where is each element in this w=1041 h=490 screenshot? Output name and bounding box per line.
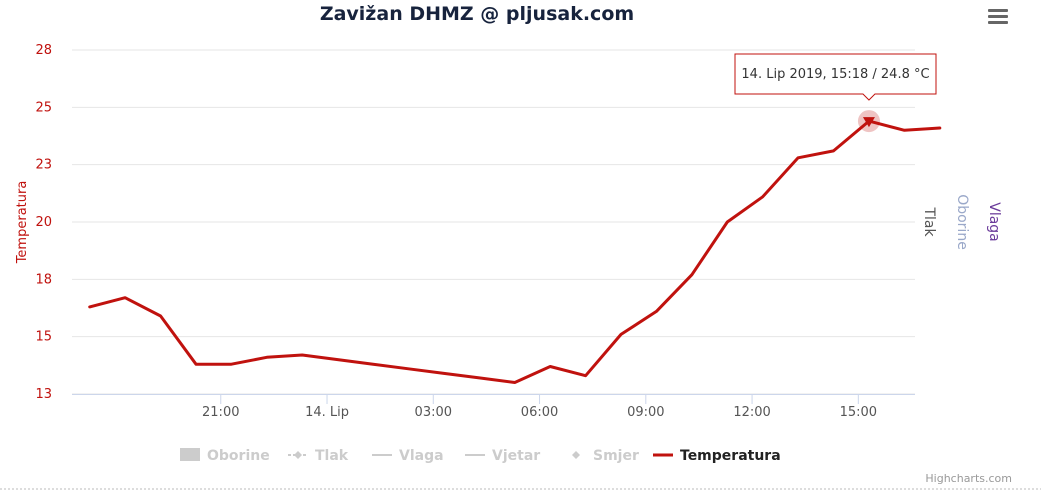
x-tick-label: 15:00 [840,405,877,420]
right-axis-label: Vlaga [986,202,1002,242]
legend-symbol-marker [294,451,302,459]
right-axis-label: Oborine [954,194,970,250]
tooltip-box [734,53,937,101]
legend-label: Smjer [593,448,639,464]
x-tick-label: 03:00 [415,405,452,420]
y-tick-label: 23 [35,158,52,173]
y-tick-label: 20 [35,215,52,230]
legend-label: Oborine [207,448,270,464]
legend-item[interactable]: Temperatura [653,448,781,464]
legend-label: Vjetar [492,448,540,464]
credits-link[interactable]: Highcharts.com [925,472,1012,485]
x-axis: 21:00 14. Lip 03:00 06:00 09:00 12:00 15:00 [72,394,915,420]
legend-item[interactable]: Tlak [288,448,349,464]
y-tick-label: 28 [35,43,52,58]
tooltip: 14. Lip 2019, 15:18 / 24.8 °C [734,53,937,133]
y-axis-ticks: 13 15 18 20 23 25 28 [35,43,52,402]
x-tick-label: 06:00 [521,405,558,420]
series-line-temperatura [88,119,942,384]
legend-label: Vlaga [399,448,444,464]
legend: Oborine Tlak Vlaga Vjetar Smjer Temperatura [180,448,781,464]
y-axis-label: Temperatura [15,181,30,265]
chart-title: Zavižan DHMZ @ pljusak.com [320,3,634,25]
y-tick-label: 15 [35,330,52,345]
series-group [88,119,942,384]
x-tick-label: 09:00 [627,405,664,420]
legend-item[interactable]: Smjer [572,448,639,464]
y-tick-label: 25 [35,100,52,115]
y-tick-label: 18 [35,272,52,287]
legend-item[interactable]: Oborine [180,448,270,464]
legend-symbol [572,451,580,459]
grid-lines [72,49,915,395]
right-axes-labels: Tlak Oborine Vlaga [921,194,1002,250]
legend-label: Tlak [315,448,349,464]
x-tick-label: 12:00 [733,405,770,420]
legend-item[interactable]: Vjetar [465,448,540,464]
tooltip-text: 14. Lip 2019, 15:18 / 24.8 °C [741,67,929,82]
legend-item[interactable]: Vlaga [372,448,444,464]
x-tick-label: 14. Lip [305,405,349,420]
legend-label: Temperatura [680,448,781,464]
right-axis-label: Tlak [921,206,937,237]
y-tick-label: 13 [35,387,52,402]
x-tick-label: 21:00 [202,405,239,420]
legend-symbol [180,448,200,461]
hamburger-menu-icon[interactable] [988,9,1008,24]
hover-marker [862,117,875,128]
